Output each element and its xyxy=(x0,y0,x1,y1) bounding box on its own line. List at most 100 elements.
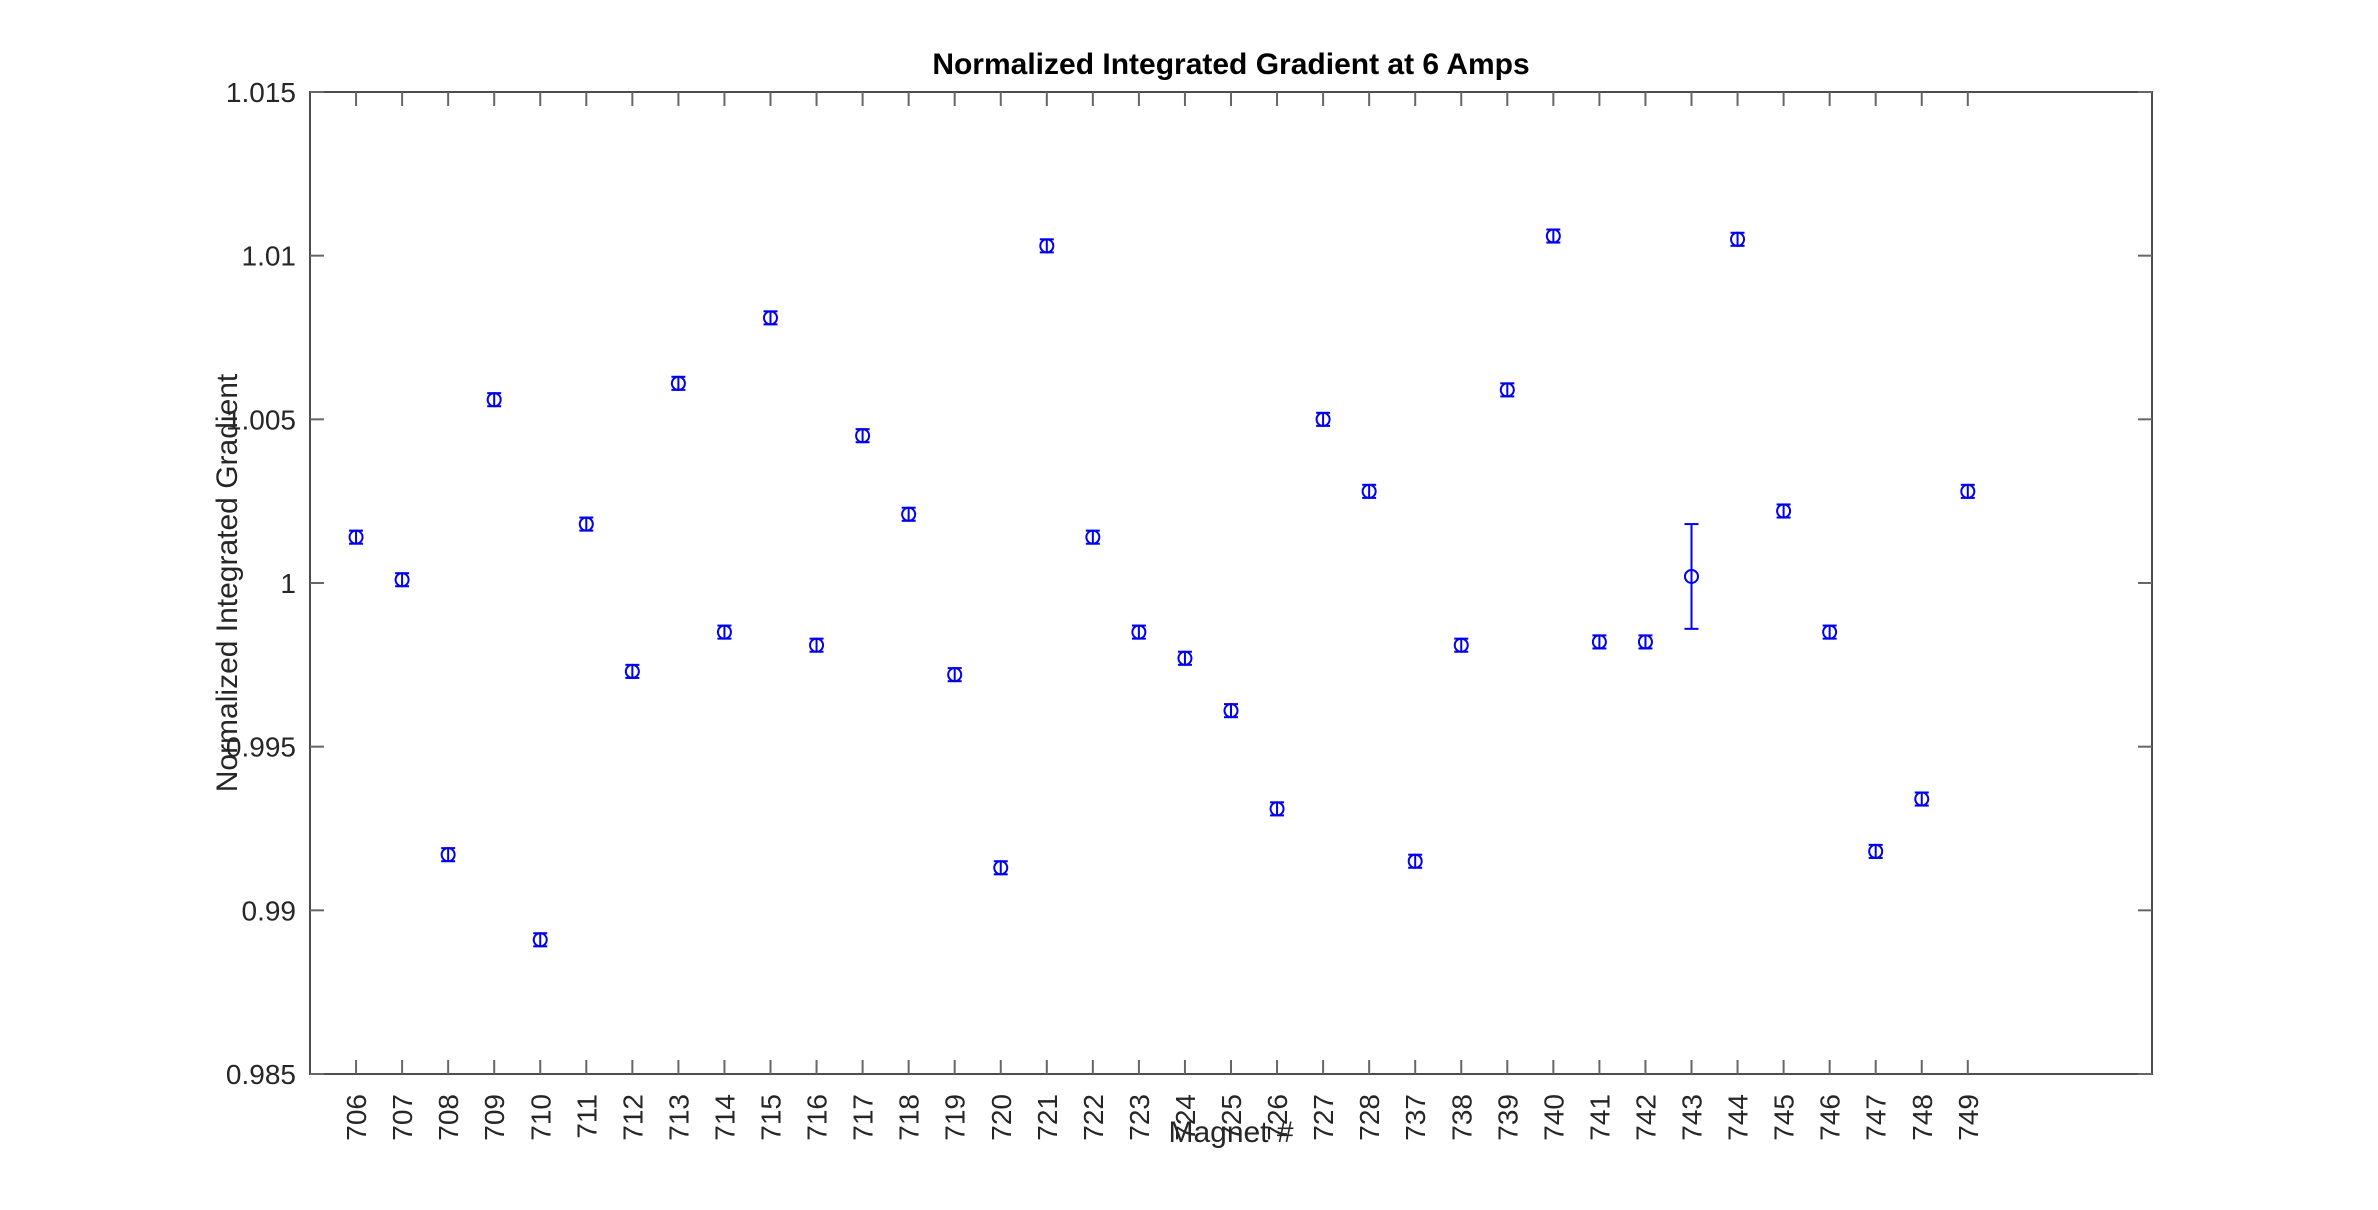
data-point-742 xyxy=(1637,634,1653,650)
marker-circle xyxy=(1315,411,1331,427)
data-point-710 xyxy=(532,932,548,948)
x-tick-label: 716 xyxy=(802,1094,833,1141)
marker-circle xyxy=(1177,650,1193,666)
marker-circle xyxy=(855,428,871,444)
marker-circle xyxy=(394,572,410,588)
x-tick-label: 714 xyxy=(709,1094,740,1141)
x-tick-label: 719 xyxy=(940,1094,971,1141)
x-tick-label: 728 xyxy=(1354,1094,1385,1141)
x-tick-label: 706 xyxy=(341,1094,372,1141)
y-tick-label: 1.01 xyxy=(242,241,297,272)
marker-circle xyxy=(578,516,594,532)
x-tick-label: 709 xyxy=(479,1094,510,1141)
data-point-709 xyxy=(486,392,502,408)
marker-circle xyxy=(624,663,640,679)
marker-circle xyxy=(440,847,456,863)
marker-circle xyxy=(1822,624,1838,640)
data-point-748 xyxy=(1914,791,1930,807)
data-point-718 xyxy=(901,506,917,522)
marker-circle xyxy=(947,667,963,683)
data-point-711 xyxy=(578,516,594,532)
data-point-743 xyxy=(1684,523,1699,630)
y-tick-label: 0.995 xyxy=(226,732,296,763)
marker-circle xyxy=(348,529,364,545)
x-tick-label: 721 xyxy=(1032,1094,1063,1141)
data-point-716 xyxy=(809,637,825,653)
data-point-727 xyxy=(1315,411,1331,427)
y-tick-label: 0.99 xyxy=(242,895,297,926)
marker-circle xyxy=(1085,529,1101,545)
x-tick-label: 715 xyxy=(756,1094,787,1141)
data-point-728 xyxy=(1361,483,1377,499)
marker-circle xyxy=(763,310,778,326)
x-tick-label: 707 xyxy=(387,1094,418,1141)
x-tick-label: 724 xyxy=(1170,1094,1201,1141)
x-tick-label: 717 xyxy=(848,1094,879,1141)
data-point-715 xyxy=(763,310,778,326)
marker-circle xyxy=(1730,231,1746,247)
marker-circle xyxy=(1776,503,1792,519)
marker-circle xyxy=(670,375,686,391)
marker-circle xyxy=(532,932,548,948)
data-point-717 xyxy=(855,428,871,444)
x-tick-label: 737 xyxy=(1400,1094,1431,1141)
marker-circle xyxy=(1131,624,1147,640)
x-tick-label: 726 xyxy=(1262,1094,1293,1141)
marker-circle xyxy=(1637,634,1653,650)
x-tick-label: 740 xyxy=(1538,1094,1569,1141)
data-point-744 xyxy=(1730,231,1746,247)
data-point-739 xyxy=(1499,382,1515,398)
data-point-726 xyxy=(1269,801,1285,817)
data-point-720 xyxy=(993,860,1009,876)
axes-box xyxy=(309,91,2153,1075)
data-point-706 xyxy=(348,529,364,545)
data-point-714 xyxy=(716,624,732,640)
x-tick-label: 720 xyxy=(986,1094,1017,1141)
x-tick-label: 741 xyxy=(1584,1094,1615,1141)
y-axis: 1.015 1.01 1.005 1 0.995 0.99 0.985 xyxy=(226,77,2152,1090)
data-point-740 xyxy=(1545,228,1561,244)
x-tick-label: 722 xyxy=(1078,1094,1109,1141)
x-tick-label: 745 xyxy=(1769,1094,1800,1141)
marker-circle xyxy=(1269,801,1285,817)
y-tick-label: 0.985 xyxy=(226,1059,296,1090)
marker-circle xyxy=(1039,238,1055,254)
x-tick-label: 708 xyxy=(433,1094,464,1141)
x-tick-label: 746 xyxy=(1815,1094,1846,1141)
x-tick-label: 749 xyxy=(1953,1094,1984,1141)
data-point-725 xyxy=(1223,703,1239,719)
marker-circle xyxy=(1960,483,1976,499)
x-tick-label: 744 xyxy=(1723,1094,1754,1141)
data-point-724 xyxy=(1177,650,1193,666)
y-tick-label: 1.005 xyxy=(226,404,296,435)
x-tick-label: 738 xyxy=(1446,1094,1477,1141)
x-tick-label: 713 xyxy=(663,1094,694,1141)
x-tick-label: 739 xyxy=(1492,1094,1523,1141)
data-point-746 xyxy=(1822,624,1838,640)
data-point-745 xyxy=(1776,503,1792,519)
data-point-738 xyxy=(1453,637,1469,653)
x-tick-label: 725 xyxy=(1216,1094,1247,1141)
chart-title: Normalized Integrated Gradient at 6 Amps xyxy=(932,48,1530,81)
x-tick-label: 710 xyxy=(525,1094,556,1141)
x-tick-label: 742 xyxy=(1630,1094,1661,1141)
x-tick-label: 747 xyxy=(1861,1094,1892,1141)
data-point-722 xyxy=(1085,529,1101,545)
data-point-707 xyxy=(394,572,410,588)
y-tick-label: 1.015 xyxy=(226,77,296,108)
data-point-741 xyxy=(1591,634,1607,650)
x-axis: 706 707 708 709 710 711 712 713 714 715 716 717 718 7… xyxy=(341,92,1984,1141)
y-tick-label: 1 xyxy=(280,568,296,599)
data-point-712 xyxy=(624,663,640,679)
marker-circle xyxy=(1453,637,1469,653)
data-point-749 xyxy=(1960,483,1976,499)
marker-circle xyxy=(1223,703,1239,719)
marker-circle xyxy=(993,860,1009,876)
marker-circle xyxy=(1499,382,1515,398)
x-axis-label: Magnet # xyxy=(1168,1116,1294,1149)
marker-circle xyxy=(486,392,502,408)
data-point-721 xyxy=(1039,238,1055,254)
marker-circle xyxy=(716,624,732,640)
